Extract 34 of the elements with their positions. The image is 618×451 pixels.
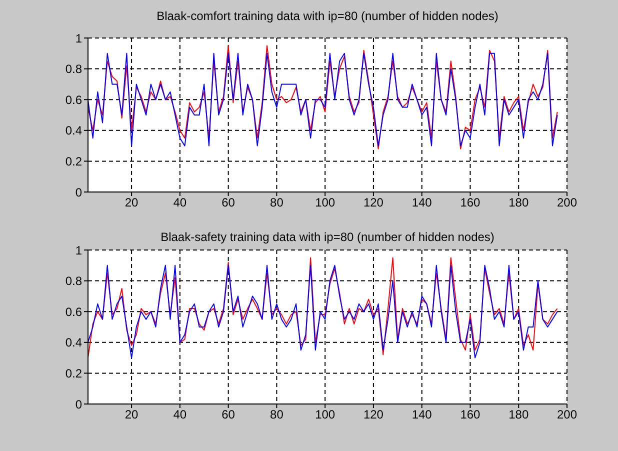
y-tick-label: 0.8 <box>65 274 82 288</box>
x-tick-label: 60 <box>222 408 236 422</box>
x-tick-label: 80 <box>270 408 284 422</box>
y-tick-label: 1 <box>75 243 82 258</box>
x-tick-label: 120 <box>363 408 384 422</box>
x-tick-label: 100 <box>315 196 336 210</box>
x-tick-label: 140 <box>412 196 432 210</box>
x-tick-label: 80 <box>270 196 284 210</box>
y-tick-label: 0 <box>75 185 82 200</box>
x-tick-label: 40 <box>173 196 187 210</box>
x-tick-label: 100 <box>315 408 336 422</box>
y-tick-label: 0.2 <box>65 366 82 380</box>
y-tick-label: 0.6 <box>65 92 82 107</box>
y-tick-label: 0.4 <box>65 124 82 138</box>
y-tick-label: 0.6 <box>65 304 82 319</box>
x-tick-label: 180 <box>508 196 529 210</box>
x-tick-label: 160 <box>460 196 481 210</box>
x-tick-label: 200 <box>556 408 578 422</box>
chart-title: Blaak-safety training data with ip=80 (number of hidden nodes) <box>160 230 496 244</box>
x-tick-label: 60 <box>222 196 236 210</box>
y-tick-label: 1 <box>75 31 82 46</box>
y-tick-label: 0.8 <box>65 62 82 76</box>
y-tick-label: 0.4 <box>65 336 82 350</box>
x-tick-label: 180 <box>508 408 529 422</box>
x-tick-label: 20 <box>124 408 139 422</box>
x-tick-label: 120 <box>363 196 384 210</box>
x-tick-label: 140 <box>412 408 432 422</box>
y-tick-label: 0 <box>75 397 82 412</box>
y-tick-label: 0.2 <box>65 154 82 168</box>
x-tick-label: 160 <box>460 408 481 422</box>
x-tick-label: 200 <box>556 196 578 210</box>
x-tick-label: 40 <box>173 408 187 422</box>
chart-title: Blaak-comfort training data with ip=80 (number of hidden nodes) <box>156 9 500 23</box>
x-tick-label: 20 <box>124 196 139 210</box>
